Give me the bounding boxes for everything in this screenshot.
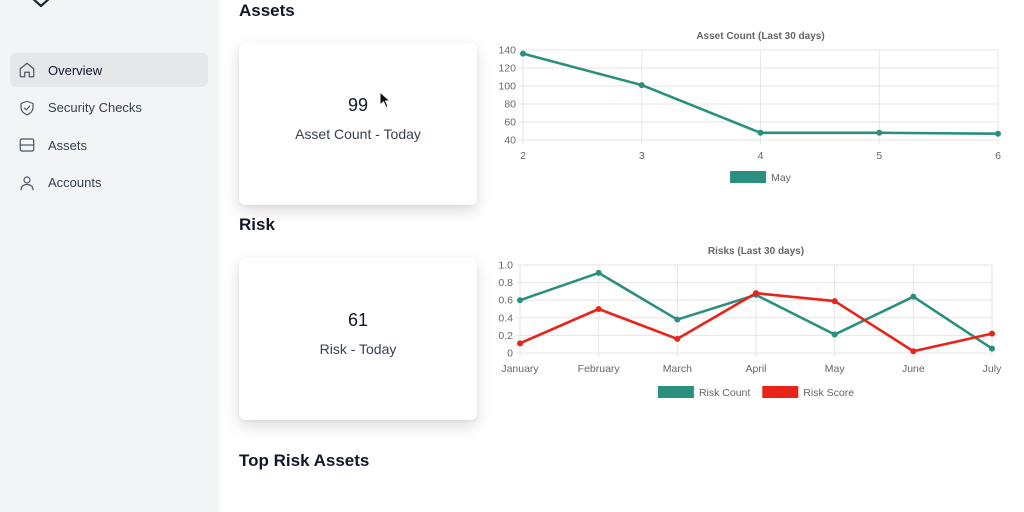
y-tick-label: 0.8 — [498, 277, 513, 289]
risks-chart: Risks (Last 30 days) 0 0.2 0.4 0.6 0.8 1.0 Janu… — [498, 246, 1002, 399]
risk-card: 61 Risk - Today — [239, 258, 477, 420]
legend-label: Risk Count — [699, 387, 750, 399]
x-tick-label: January — [501, 363, 539, 375]
sidebar-item-accounts[interactable]: Accounts — [10, 166, 208, 200]
x-tick-label: July — [983, 363, 1002, 375]
asset-count-caption: Asset Count - Today — [295, 126, 421, 142]
sidebar-item-security-checks[interactable]: Security Checks — [10, 91, 208, 125]
main-content: Assets 99 Asset Count - Today Risk 61 Ri… — [219, 0, 1024, 512]
x-tick-label: May — [825, 363, 846, 375]
x-tick-label: 2 — [520, 150, 526, 162]
y-tick-label: 0.6 — [498, 295, 513, 307]
y-tick-label: 0.4 — [498, 312, 513, 324]
data-point — [989, 345, 995, 352]
chart-title: Risks (Last 30 days) — [708, 246, 804, 257]
shield-check-icon — [20, 100, 34, 115]
risk-value: 61 — [347, 310, 369, 330]
data-point — [753, 290, 759, 297]
sidebar: Overview Security Checks Assets Accounts — [0, 0, 219, 512]
mouse-cursor-icon — [379, 91, 391, 109]
sidebar-nav: Overview Security Checks Assets Accounts — [10, 53, 208, 203]
sidebar-item-label: Overview — [48, 62, 103, 78]
data-point — [595, 306, 602, 312]
data-point — [995, 130, 1001, 137]
top-risk-assets-title: Top Risk Assets — [239, 451, 370, 470]
data-point — [910, 348, 917, 355]
asset-count-card: 99 Asset Count - Today — [239, 43, 477, 205]
y-tick-label: 0.2 — [498, 330, 513, 342]
chart-title: Asset Count (Last 30 days) — [696, 31, 824, 42]
data-point — [674, 316, 681, 323]
y-tick-label: 100 — [498, 81, 516, 93]
y-tick-label: 1.0 — [498, 260, 513, 272]
data-point — [595, 269, 602, 276]
x-tick-label: April — [745, 363, 766, 375]
y-tick-label: 80 — [504, 99, 516, 111]
data-point — [831, 331, 838, 338]
data-point — [520, 50, 526, 57]
x-tick-label: 4 — [758, 150, 764, 162]
x-tick-label: 5 — [876, 150, 882, 162]
data-point — [910, 293, 917, 300]
assets-section-title: Assets — [239, 1, 295, 20]
legend-swatch — [762, 386, 799, 398]
user-icon — [20, 176, 34, 191]
logo-chevron-icon[interactable] — [28, 0, 54, 10]
legend-label: May — [771, 172, 792, 184]
x-tick-label: June — [902, 363, 925, 375]
data-point — [674, 335, 681, 342]
legend-label: Risk Score — [803, 387, 854, 399]
data-point — [876, 129, 883, 136]
data-point — [831, 298, 838, 305]
data-point — [638, 82, 645, 89]
sidebar-item-overview[interactable]: Overview — [10, 53, 208, 87]
y-tick-label: 0 — [507, 348, 513, 360]
risk-caption: Risk - Today — [319, 341, 397, 357]
legend-swatch — [657, 386, 694, 398]
data-point — [757, 129, 764, 136]
x-tick-label: March — [663, 363, 692, 375]
data-point — [517, 340, 523, 347]
sidebar-item-label: Assets — [48, 137, 88, 153]
data-point — [517, 297, 523, 304]
legend-swatch — [730, 171, 767, 183]
y-tick-label: 60 — [504, 117, 516, 129]
asset-count-chart: Asset Count (Last 30 days) 40 60 80 100 120 14… — [498, 31, 1001, 184]
y-tick-label: 140 — [498, 45, 516, 57]
server-icon — [19, 138, 35, 152]
sidebar-item-label: Security Checks — [48, 100, 142, 116]
sidebar-item-label: Accounts — [48, 175, 102, 191]
y-tick-label: 120 — [498, 63, 516, 75]
data-point — [989, 330, 995, 337]
home-icon — [19, 62, 35, 78]
x-tick-label: 3 — [639, 150, 645, 162]
x-tick-label: 6 — [995, 150, 1001, 162]
x-tick-label: February — [578, 363, 621, 375]
asset-count-value: 99 — [347, 95, 369, 115]
risk-section-title: Risk — [239, 215, 275, 234]
sidebar-item-assets[interactable]: Assets — [10, 128, 208, 162]
y-tick-label: 40 — [504, 135, 516, 147]
